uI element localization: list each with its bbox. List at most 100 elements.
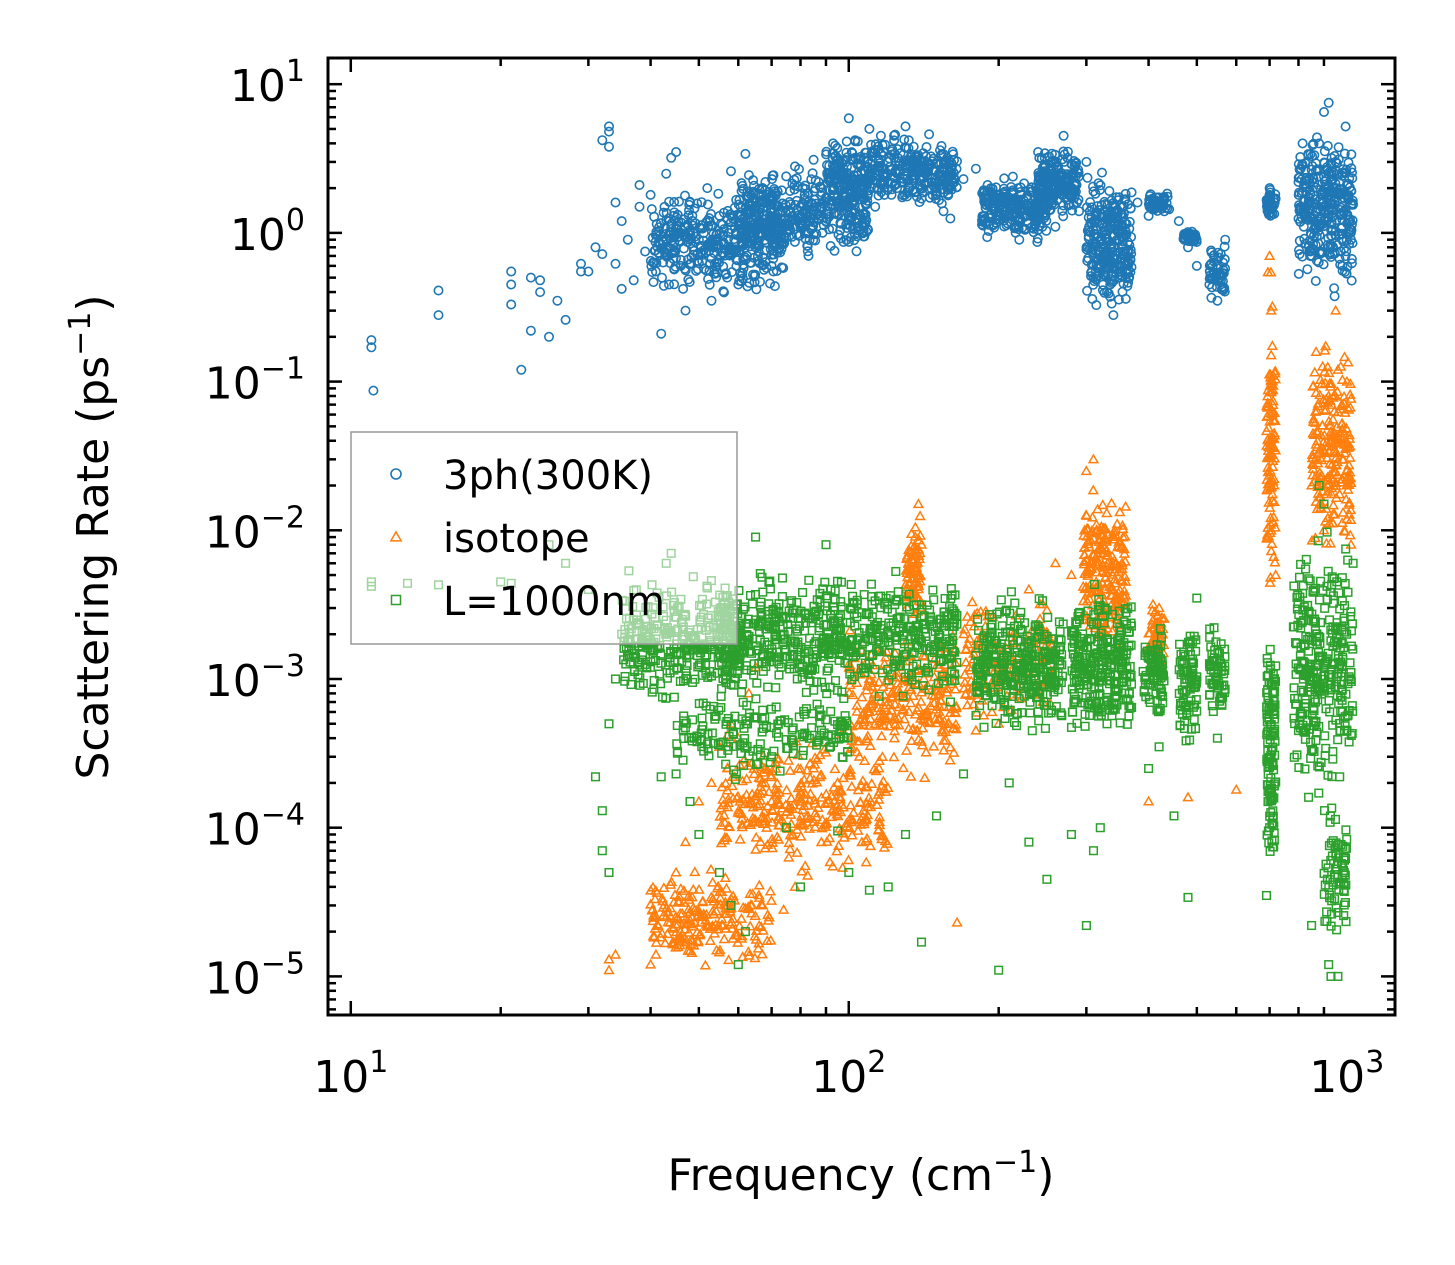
data-point: [1034, 184, 1045, 195]
data-point: [784, 765, 796, 775]
data-point: [750, 203, 761, 214]
data-point: [767, 170, 778, 181]
data-point: [888, 751, 900, 762]
data-point: [1173, 216, 1184, 227]
data-point: [1182, 791, 1194, 802]
data-point: [1117, 250, 1128, 261]
data-point: [847, 172, 858, 183]
data-point: [725, 166, 736, 177]
data-point: [1049, 183, 1060, 194]
data-point: [754, 215, 765, 226]
data-point: [1058, 211, 1069, 222]
data-point: [886, 184, 897, 195]
data-point: [763, 682, 773, 692]
data-point: [1319, 107, 1330, 118]
data-point: [776, 262, 787, 273]
data-point: [616, 283, 627, 294]
data-point: [903, 175, 914, 186]
data-point: [786, 215, 797, 226]
data-point: [691, 265, 702, 276]
data-point: [850, 136, 861, 147]
data-point: [687, 210, 698, 221]
data-point: [535, 287, 546, 298]
data-point: [823, 168, 834, 179]
data-point: [1061, 192, 1072, 203]
data-point: [801, 687, 811, 697]
data-point: [978, 211, 989, 222]
series-3ph(300K): [366, 97, 1359, 396]
data-point: [1329, 283, 1340, 294]
data-point: [751, 284, 762, 295]
data-point: [771, 188, 782, 199]
data-point: [915, 183, 926, 194]
data-point: [597, 135, 608, 146]
data-point: [1094, 218, 1105, 229]
data-point: [949, 173, 960, 184]
data-point: [843, 236, 854, 247]
data-point: [804, 575, 814, 585]
data-point: [951, 916, 963, 927]
data-point: [799, 193, 810, 204]
data-point: [661, 168, 672, 179]
data-point: [832, 153, 843, 164]
data-point: [925, 151, 936, 162]
data-point: [846, 192, 857, 203]
data-point: [705, 777, 718, 787]
data-point: [764, 885, 777, 896]
data-point: [1114, 234, 1125, 245]
data-point: [890, 165, 901, 176]
data-point: [1293, 268, 1304, 279]
data-point: [1019, 223, 1030, 234]
data-point: [860, 856, 872, 867]
data-point: [848, 170, 859, 181]
data-point: [874, 165, 885, 176]
data-point: [1087, 293, 1098, 304]
data-point: [821, 192, 832, 203]
data-point: [900, 744, 913, 755]
data-point: [1119, 500, 1132, 511]
data-point: [875, 130, 886, 141]
data-point: [790, 199, 801, 210]
data-point: [746, 190, 757, 201]
data-point: [1057, 177, 1068, 188]
data-point: [873, 141, 884, 152]
data-point: [1230, 783, 1242, 794]
data-point: [720, 882, 733, 893]
data-point: [705, 863, 717, 874]
data-point: [733, 199, 744, 210]
data-point: [1082, 172, 1093, 183]
data-point: [781, 232, 792, 243]
data-point: [1044, 204, 1055, 215]
data-point: [704, 279, 715, 290]
data-point: [1104, 186, 1115, 197]
data-point: [808, 154, 819, 165]
data-point: [870, 201, 881, 212]
data-point: [1113, 294, 1124, 305]
data-point: [937, 184, 948, 195]
data-point: [1344, 451, 1356, 462]
data-point: [740, 207, 751, 218]
data-point: [1340, 121, 1351, 132]
data-point: [855, 151, 866, 162]
data-point: [982, 232, 993, 243]
data-point: [1108, 310, 1119, 321]
data-point: [1072, 167, 1083, 178]
data-point: [758, 264, 769, 275]
data-point: [616, 216, 627, 227]
data-point: [433, 285, 444, 296]
data-point: [1047, 198, 1058, 209]
data-point: [610, 258, 621, 269]
data-point: [1102, 234, 1113, 245]
data-point: [704, 245, 715, 256]
data-point: [777, 904, 790, 914]
data-point: [754, 183, 765, 194]
data-point: [1097, 167, 1108, 178]
data-point: [1037, 221, 1048, 232]
data-point: [806, 209, 817, 220]
data-point: [1071, 180, 1082, 191]
data-point: [769, 241, 780, 252]
data-point: [743, 170, 754, 181]
data-point: [822, 201, 833, 212]
data-point: [1123, 277, 1134, 288]
